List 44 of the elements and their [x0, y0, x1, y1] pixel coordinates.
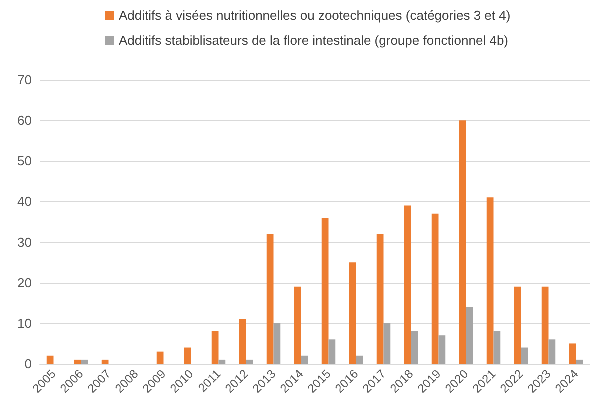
bar — [438, 336, 446, 364]
y-tick-label: 70 — [18, 72, 32, 88]
bar — [301, 356, 308, 364]
bar — [328, 340, 336, 364]
bar — [376, 234, 384, 364]
y-tick-label: 10 — [18, 316, 32, 331]
bar — [384, 323, 391, 364]
bar — [432, 214, 439, 364]
bar — [81, 360, 88, 364]
bar — [266, 234, 274, 364]
bar — [349, 262, 356, 364]
bar — [184, 348, 192, 364]
bar — [46, 356, 54, 364]
bar — [294, 286, 302, 364]
bar — [569, 344, 576, 364]
bar — [212, 332, 219, 364]
bar — [322, 218, 329, 364]
bar — [411, 332, 418, 364]
bar — [466, 307, 474, 364]
bar — [218, 360, 226, 364]
y-tick-label: 20 — [18, 275, 32, 290]
bar — [102, 360, 109, 364]
bar — [486, 198, 494, 364]
bar — [521, 348, 528, 364]
bar — [239, 319, 246, 364]
bar — [514, 286, 522, 364]
bar — [246, 360, 254, 364]
y-tick-label: 60 — [18, 113, 32, 128]
bar — [576, 360, 584, 364]
bar — [494, 332, 501, 364]
bar — [404, 206, 412, 364]
y-tick-label: 50 — [18, 154, 32, 169]
y-tick-label: 30 — [18, 234, 32, 250]
bar — [542, 286, 549, 364]
y-tick-label: 40 — [18, 194, 32, 210]
y-tick-label: 0 — [24, 356, 32, 372]
bar — [274, 323, 281, 364]
bar — [459, 120, 466, 364]
bar — [356, 356, 364, 364]
bar — [74, 360, 82, 364]
bar — [156, 352, 164, 364]
bar — [548, 340, 556, 364]
legend-label: Additifs à visées nutritionnelles ou zootechniques (catégories 3 et 4) — [119, 8, 511, 23]
legend-label: Additifs stabiblisateurs de la flore intestinale (groupe fonctionnel 4b) — [119, 33, 509, 48]
